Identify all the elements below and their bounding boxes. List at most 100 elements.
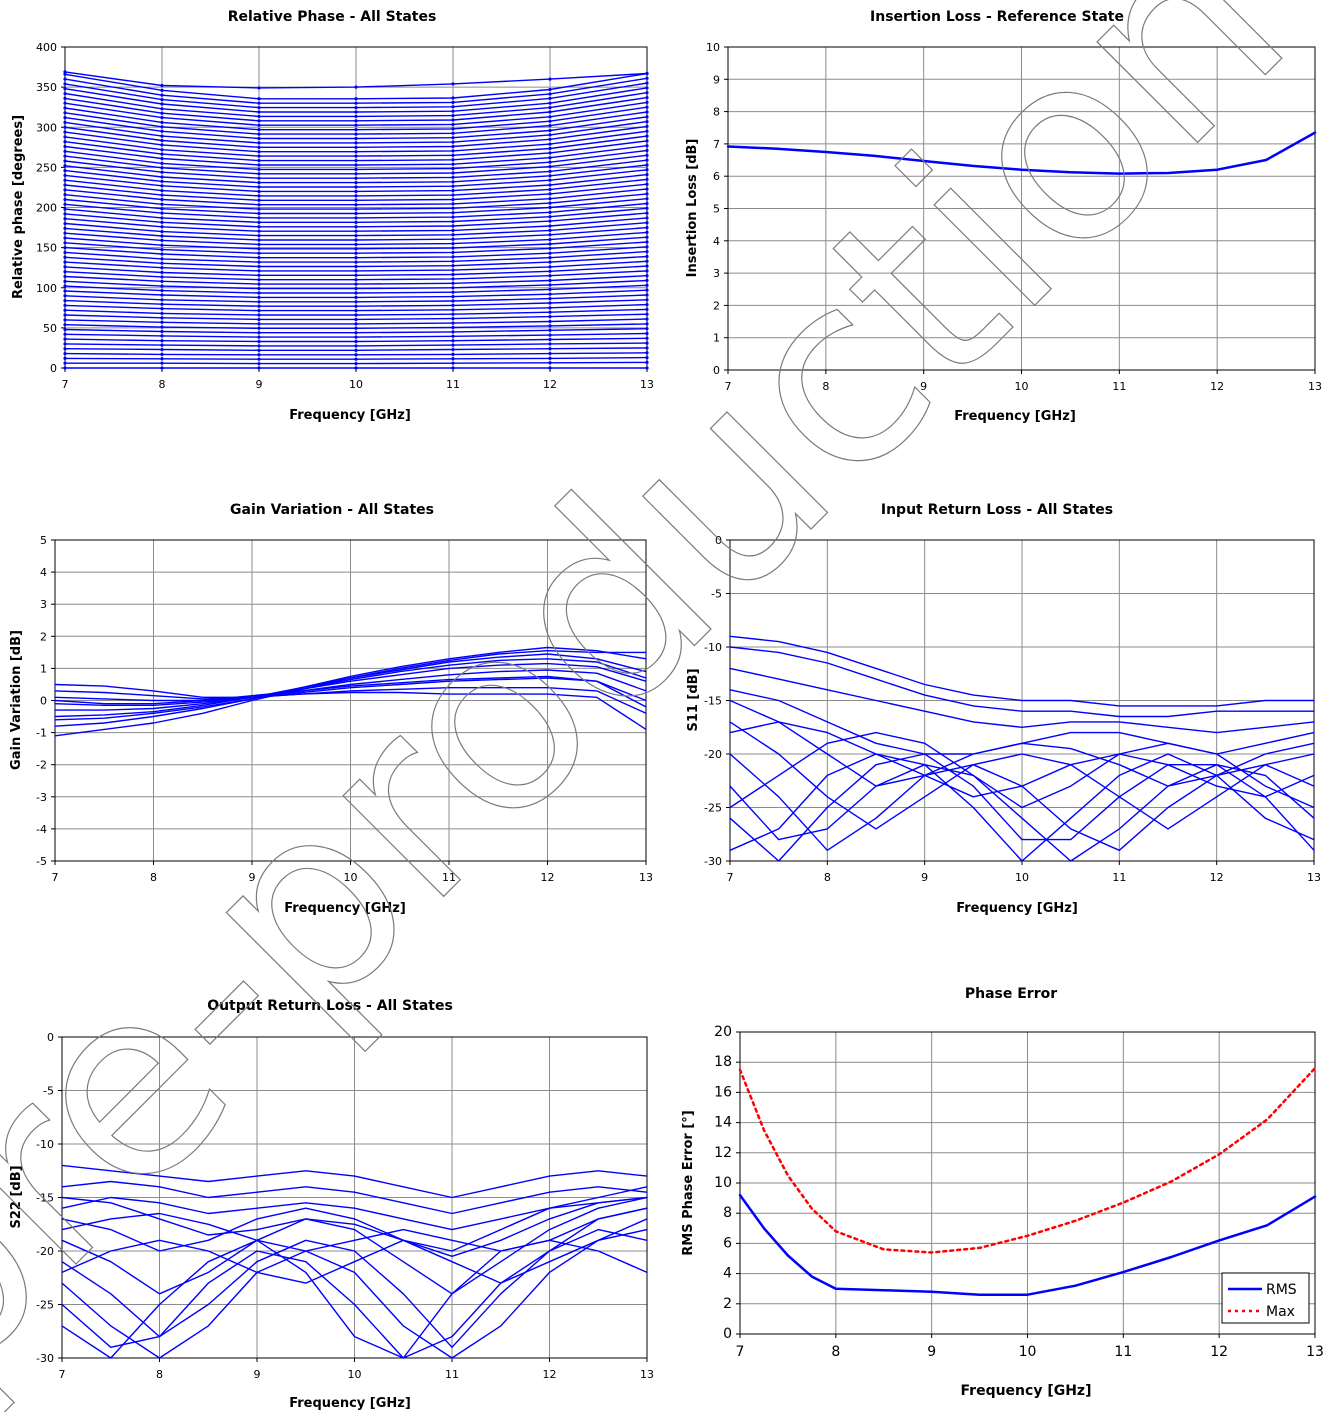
data-point bbox=[257, 158, 261, 163]
data-point bbox=[645, 351, 649, 355]
data-point bbox=[160, 347, 164, 352]
data-point bbox=[257, 344, 261, 348]
data-point bbox=[354, 163, 358, 167]
data-point bbox=[257, 176, 261, 180]
data-point bbox=[451, 153, 455, 157]
data-point bbox=[63, 347, 67, 351]
data-point bbox=[354, 150, 358, 154]
data-point bbox=[451, 268, 455, 272]
series-line-1 bbox=[61, 1180, 648, 1215]
data-point bbox=[63, 246, 67, 250]
y-tick-label: 0 bbox=[50, 362, 57, 375]
data-point bbox=[160, 161, 164, 165]
data-point bbox=[451, 334, 455, 338]
chart-title: Phase Error bbox=[965, 986, 1057, 1002]
data-point bbox=[160, 170, 164, 174]
plot-area: 7 8 9 10 11 12 13 -30 -25 -20 -15 -10 -5 0 bbox=[36, 1031, 654, 1381]
data-point bbox=[354, 295, 358, 299]
data-point bbox=[548, 178, 552, 182]
data-point bbox=[257, 295, 261, 299]
data-point bbox=[354, 238, 358, 242]
data-point bbox=[451, 219, 455, 224]
data-point bbox=[548, 142, 552, 146]
data-point bbox=[257, 322, 261, 326]
series-group bbox=[63, 70, 649, 370]
output-return-loss-chart: 7 8 9 10 11 12 13 -30 -25 -20 -15 -10 -5 0 Output Ret… bbox=[9, 998, 654, 1411]
data-point bbox=[451, 250, 455, 255]
y-tick-label: -5 bbox=[43, 1085, 54, 1098]
data-point bbox=[645, 303, 649, 307]
y-tick-label: 0 bbox=[713, 364, 720, 377]
series-line-3 bbox=[61, 1186, 648, 1252]
x-tick-label: 13 bbox=[640, 1368, 654, 1381]
data-point bbox=[451, 233, 455, 237]
data-point bbox=[548, 146, 552, 151]
data-point bbox=[160, 311, 164, 316]
data-point bbox=[354, 269, 358, 273]
series-line-7 bbox=[61, 1228, 648, 1359]
data-point bbox=[257, 225, 261, 229]
data-point bbox=[354, 194, 358, 198]
series-line-8 bbox=[729, 753, 1315, 862]
data-point bbox=[257, 326, 261, 330]
data-point bbox=[257, 242, 261, 247]
y-tick-label: -10 bbox=[704, 641, 722, 654]
relative-phase-chart: 7 8 9 10 11 12 13 0 50 100 150 200 250 300 350 400 Rela… bbox=[11, 9, 654, 423]
data-point bbox=[645, 336, 649, 340]
data-point bbox=[160, 220, 164, 224]
data-point bbox=[63, 77, 67, 81]
x-tick-label: 13 bbox=[640, 378, 654, 391]
data-point bbox=[160, 207, 164, 211]
data-point bbox=[63, 91, 67, 96]
x-tick-label: 13 bbox=[1307, 871, 1321, 884]
data-point bbox=[160, 270, 164, 275]
data-point bbox=[160, 152, 164, 156]
y-tick-label: -20 bbox=[36, 1245, 54, 1258]
y-tick-label: 5 bbox=[40, 534, 47, 547]
data-point bbox=[354, 128, 358, 132]
data-point bbox=[63, 197, 67, 202]
data-point bbox=[63, 135, 67, 139]
y-tick-label: -3 bbox=[36, 791, 47, 804]
data-point bbox=[354, 225, 358, 229]
data-point bbox=[645, 105, 649, 109]
data-point bbox=[548, 333, 552, 337]
data-point bbox=[63, 149, 67, 153]
data-point bbox=[645, 366, 649, 370]
x-tick-label: 12 bbox=[1210, 380, 1224, 393]
data-point bbox=[354, 247, 358, 251]
data-point bbox=[257, 203, 261, 207]
y-tick-label: -25 bbox=[704, 802, 722, 815]
series-group bbox=[54, 646, 647, 737]
x-tick-label: 11 bbox=[1114, 1344, 1132, 1360]
data-point bbox=[451, 255, 455, 259]
data-point bbox=[257, 105, 261, 110]
data-point bbox=[548, 324, 552, 328]
x-tick-label: 12 bbox=[543, 1368, 557, 1381]
data-point bbox=[354, 357, 358, 361]
series-line-2 bbox=[54, 677, 647, 702]
data-point bbox=[645, 221, 649, 225]
x-tick-label: 7 bbox=[736, 1344, 745, 1360]
data-point bbox=[451, 308, 455, 312]
data-point bbox=[63, 193, 67, 197]
data-point bbox=[257, 282, 261, 286]
data-point bbox=[63, 116, 67, 120]
x-tick-label: 12 bbox=[543, 378, 557, 391]
data-point bbox=[548, 328, 552, 332]
data-point bbox=[257, 291, 261, 295]
data-point bbox=[451, 264, 455, 268]
data-point bbox=[548, 342, 552, 346]
data-point bbox=[451, 197, 455, 202]
data-point bbox=[451, 312, 455, 316]
data-point bbox=[63, 356, 67, 360]
data-point bbox=[354, 309, 358, 313]
data-point bbox=[548, 319, 552, 324]
y-tick-label: 10 bbox=[714, 1175, 732, 1191]
data-point bbox=[354, 176, 358, 180]
data-point bbox=[160, 302, 164, 306]
y-tick-label: 6 bbox=[713, 170, 720, 183]
x-tick-label: 9 bbox=[249, 871, 256, 884]
